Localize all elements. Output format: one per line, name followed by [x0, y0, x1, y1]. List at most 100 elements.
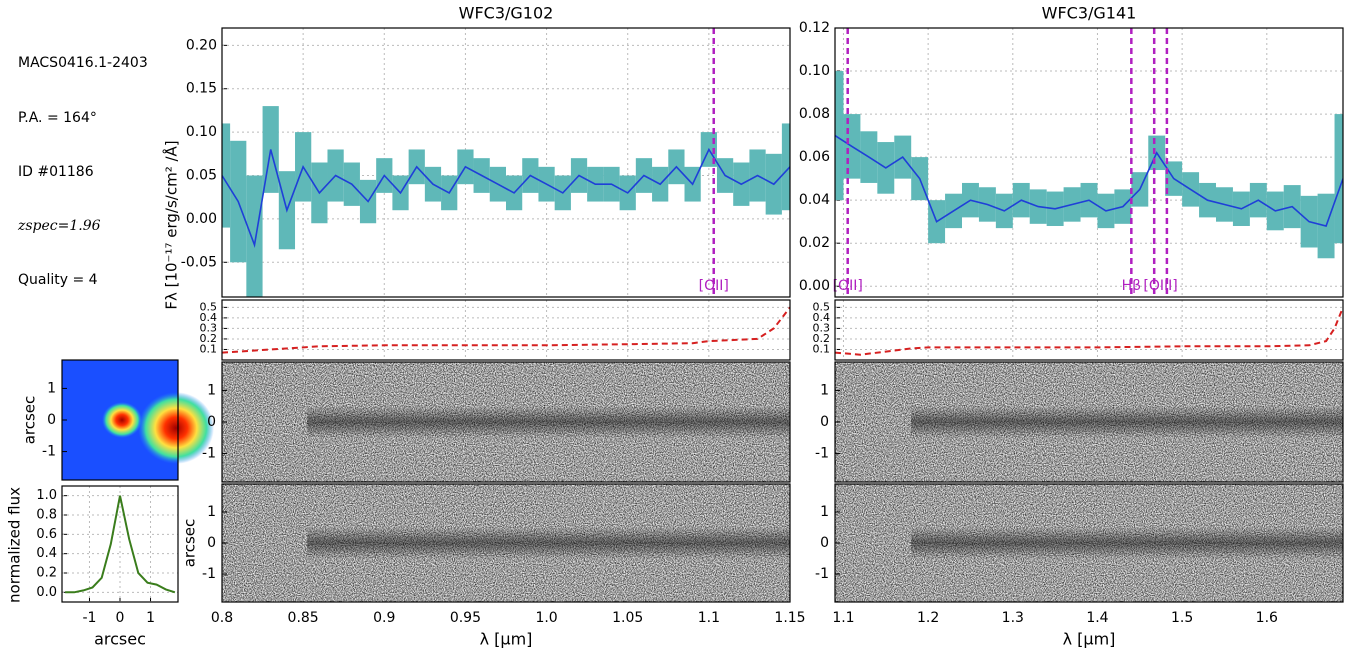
x-tick-label: 0.85 [288, 610, 319, 626]
quality: Quality = 4 [18, 272, 98, 288]
redshift: zspec=1.96 [17, 218, 101, 234]
thumbnail [61, 359, 214, 481]
y-tick-label: 0.5 [200, 300, 218, 313]
image-y-tick-label: -1 [815, 566, 829, 582]
object-id: ID #01186 [18, 164, 94, 180]
y-tick-label: 0.02 [799, 235, 830, 251]
x-tick-label: 0.8 [211, 610, 233, 626]
spectrum-trace [911, 527, 1343, 559]
x-tick-label: 1.0 [535, 610, 557, 626]
spectrum-plot [835, 71, 1343, 259]
spectrum-trace [307, 406, 790, 438]
source [102, 402, 142, 438]
x-tick-label: 1.1 [832, 610, 854, 626]
image-y-axis-label: arcsec [181, 519, 199, 568]
error-band [835, 71, 844, 201]
line-label: Hβ [1122, 278, 1141, 294]
profile-frame [61, 485, 179, 603]
y-tick-label: 0.4 [36, 546, 57, 561]
y-tick-label: 0.06 [799, 149, 830, 165]
image-y-tick-label: -1 [202, 566, 216, 582]
image-y-tick-label: -1 [815, 446, 829, 462]
x-tick-label: 0.9 [373, 610, 395, 626]
y-tick-label: 0.00 [186, 211, 217, 227]
plot-frame [834, 27, 1344, 298]
sensitivity-line [222, 306, 790, 354]
image-y-tick-label: 0 [820, 535, 829, 551]
spectrum-2d-frame [834, 361, 1344, 483]
flux-line [222, 147, 790, 248]
sensitivity-frame [834, 299, 1344, 361]
sensitivity-line [835, 307, 1343, 356]
image-y-tick-label: -1 [42, 444, 56, 460]
x-tick-label: 1.6 [1256, 610, 1278, 626]
spectrum-2d-frame [221, 483, 791, 603]
x-tick-label: 0 [116, 610, 125, 626]
image-y-tick-label: 0 [820, 414, 829, 430]
position-angle: P.A. = 164° [18, 110, 97, 126]
plot-frame [221, 27, 791, 298]
y-tick-label: 0.4 [200, 311, 218, 324]
flux-line [835, 134, 1343, 227]
y-tick-label: 0.2 [813, 332, 831, 345]
line-label: [OII] [699, 278, 729, 294]
x-axis-label: λ [μm] [480, 630, 533, 649]
image-y-axis-label: arcsec [21, 396, 39, 445]
spectrum-2d-frame [834, 483, 1344, 603]
error-band [1334, 114, 1343, 244]
x-axis-label: arcsec [94, 630, 146, 649]
y-tick-label: 0.3 [813, 321, 831, 334]
y-tick-label: 0.05 [186, 168, 217, 184]
y-tick-label: 0.3 [200, 321, 218, 334]
x-tick-label: -1 [82, 610, 96, 626]
line-label: [OIII] [1143, 278, 1177, 294]
x-tick-label: 1.05 [612, 610, 643, 626]
error-band [222, 123, 231, 228]
y-tick-label: 0.4 [813, 311, 831, 324]
x-tick-label: 1.15 [774, 610, 805, 626]
image-y-tick-label: 1 [47, 380, 56, 396]
y-tick-label: 0.1 [813, 342, 831, 355]
x-tick-label: 1.5 [1171, 610, 1193, 626]
x-tick-label: 1.3 [1002, 610, 1024, 626]
y-tick-label: 0.2 [200, 332, 218, 345]
y-axis-label: normalized flux [6, 487, 24, 603]
x-tick-label: 1.1 [698, 610, 720, 626]
y-tick-label: 0.1 [200, 342, 218, 355]
image-y-tick-label: 1 [820, 382, 829, 398]
image-y-tick-label: -1 [202, 446, 216, 462]
y-tick-label: 1.0 [36, 488, 57, 503]
panel-title: WFC3/G102 [459, 4, 554, 23]
y-axis-label: Fλ [10⁻¹⁷ erg/s/cm² /Å] [162, 140, 181, 309]
image-y-tick-label: 1 [207, 382, 216, 398]
spectrum-plot [222, 106, 790, 297]
spectrum-trace [307, 527, 790, 559]
x-tick-label: 1 [146, 610, 155, 626]
y-tick-label: 0.20 [186, 37, 217, 53]
neighbor [138, 392, 214, 464]
y-tick-label: 0.8 [36, 508, 57, 523]
y-tick-label: 0.04 [799, 192, 830, 208]
y-tick-label: 0.5 [813, 300, 831, 313]
profile-line [65, 495, 176, 594]
line-label: [OII] [833, 278, 863, 294]
sensitivity-frame [221, 299, 791, 361]
image-y-tick-label: 1 [820, 504, 829, 520]
y-tick-label: 0.10 [186, 124, 217, 140]
y-tick-label: 0.0 [36, 585, 57, 600]
x-tick-label: 0.95 [450, 610, 481, 626]
y-tick-label: -0.05 [181, 254, 217, 270]
y-tick-label: 0.15 [186, 81, 217, 97]
y-tick-label: 0.12 [799, 20, 830, 36]
spectrum-trace [911, 406, 1343, 438]
y-tick-label: 0.6 [36, 527, 57, 542]
x-tick-label: 1.2 [917, 610, 939, 626]
panel-title: WFC3/G141 [1042, 4, 1137, 23]
y-tick-label: 0.00 [799, 278, 830, 294]
y-tick-label: 0.08 [799, 106, 830, 122]
image-y-tick-label: 0 [207, 414, 216, 430]
field-name: MACS0416.1-2403 [18, 55, 148, 71]
image-y-tick-label: 0 [207, 535, 216, 551]
image-y-tick-label: 0 [47, 412, 56, 428]
